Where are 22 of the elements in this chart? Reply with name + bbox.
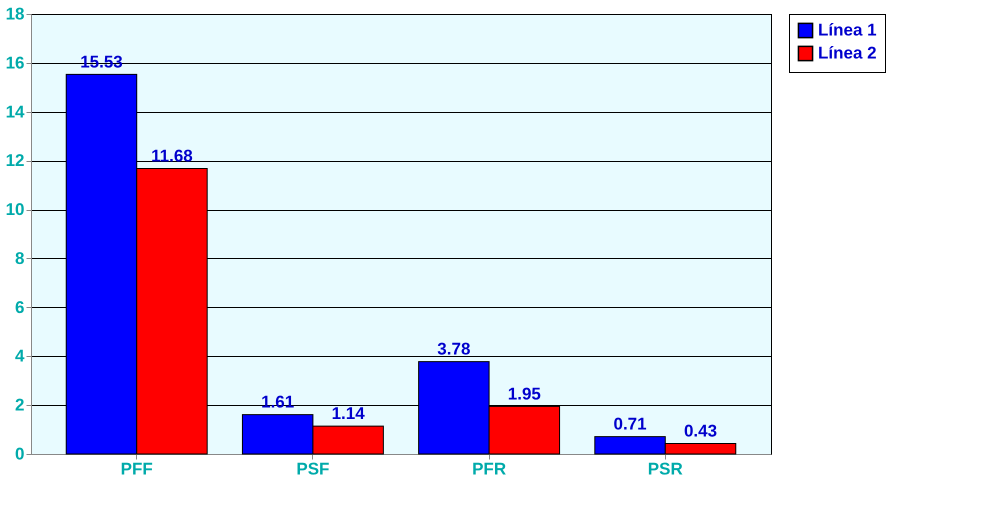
data-label: 0.71 [614, 414, 647, 434]
data-label: 0.43 [684, 421, 718, 440]
x-tick-label: PSF [296, 460, 330, 478]
y-tick-label: 18 [6, 4, 24, 24]
y-tick-label: 16 [6, 53, 24, 72]
y-tick-label: 4 [15, 346, 26, 366]
data-label: 1.95 [508, 384, 541, 404]
x-tick-label: PSR [648, 460, 683, 478]
y-tick-label: 10 [6, 200, 24, 220]
y-tick-label: 12 [6, 151, 24, 170]
y-tick-label: 6 [15, 298, 24, 317]
x-tick-label: PFF [120, 460, 153, 478]
y-tick-label: 2 [15, 396, 24, 415]
legend-label: Línea 1 [818, 20, 877, 40]
y-tick-label: 14 [6, 102, 26, 122]
data-label: 1.14 [332, 404, 366, 424]
data-label: 3.78 [437, 340, 470, 359]
y-tick-label: 8 [15, 248, 24, 268]
x-tick-label: PFR [472, 460, 506, 478]
data-label: 11.68 [151, 146, 193, 166]
y-tick-label: 0 [15, 444, 24, 464]
legend-label: Línea 2 [818, 44, 877, 62]
